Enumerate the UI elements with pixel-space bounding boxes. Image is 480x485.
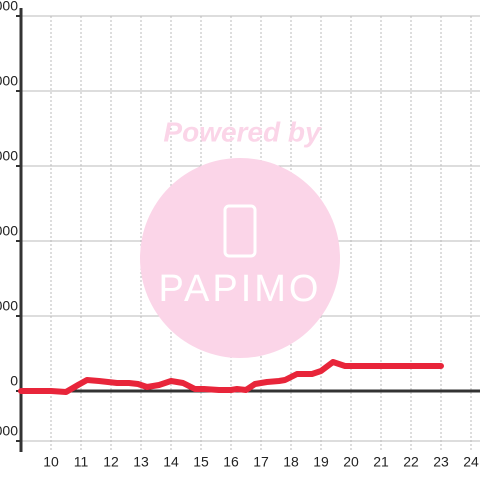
x-tick-label: 23 <box>433 454 449 470</box>
x-tick-label: 12 <box>103 454 119 470</box>
y-tick-label: 90,000 <box>0 148 18 164</box>
x-tick-label: 16 <box>223 454 239 470</box>
watermark-text: Powered by <box>163 116 322 147</box>
x-tick-label: 14 <box>163 454 179 470</box>
logo-text: PAPIMO <box>159 268 322 310</box>
watermark: Powered by PAPIMO <box>140 116 340 358</box>
logo-circle <box>140 158 340 358</box>
x-tick-label: 24 <box>463 454 479 470</box>
x-tick-label: 18 <box>283 454 299 470</box>
y-tick-label: 60,000 <box>0 223 18 239</box>
x-tick-label: 13 <box>133 454 149 470</box>
y-tick-label: 150,000 <box>0 0 18 14</box>
x-tick-label: 21 <box>373 454 389 470</box>
x-tick-label: 19 <box>313 454 329 470</box>
logo-phone <box>223 204 257 258</box>
x-tick-label: 20 <box>343 454 359 470</box>
x-tick-label: 11 <box>74 454 89 470</box>
data-line <box>18 359 444 395</box>
y-tick-label: 0 <box>10 373 18 389</box>
x-tick-label: 15 <box>193 454 209 470</box>
y-tick-label: 120,000 <box>0 73 18 89</box>
x-tick-label: 22 <box>403 454 419 470</box>
x-tick-label: 10 <box>43 454 59 470</box>
y-tick-label: -20,000 <box>0 423 18 439</box>
x-tick-label: 17 <box>253 454 269 470</box>
y-tick-label: 30,000 <box>0 298 18 314</box>
